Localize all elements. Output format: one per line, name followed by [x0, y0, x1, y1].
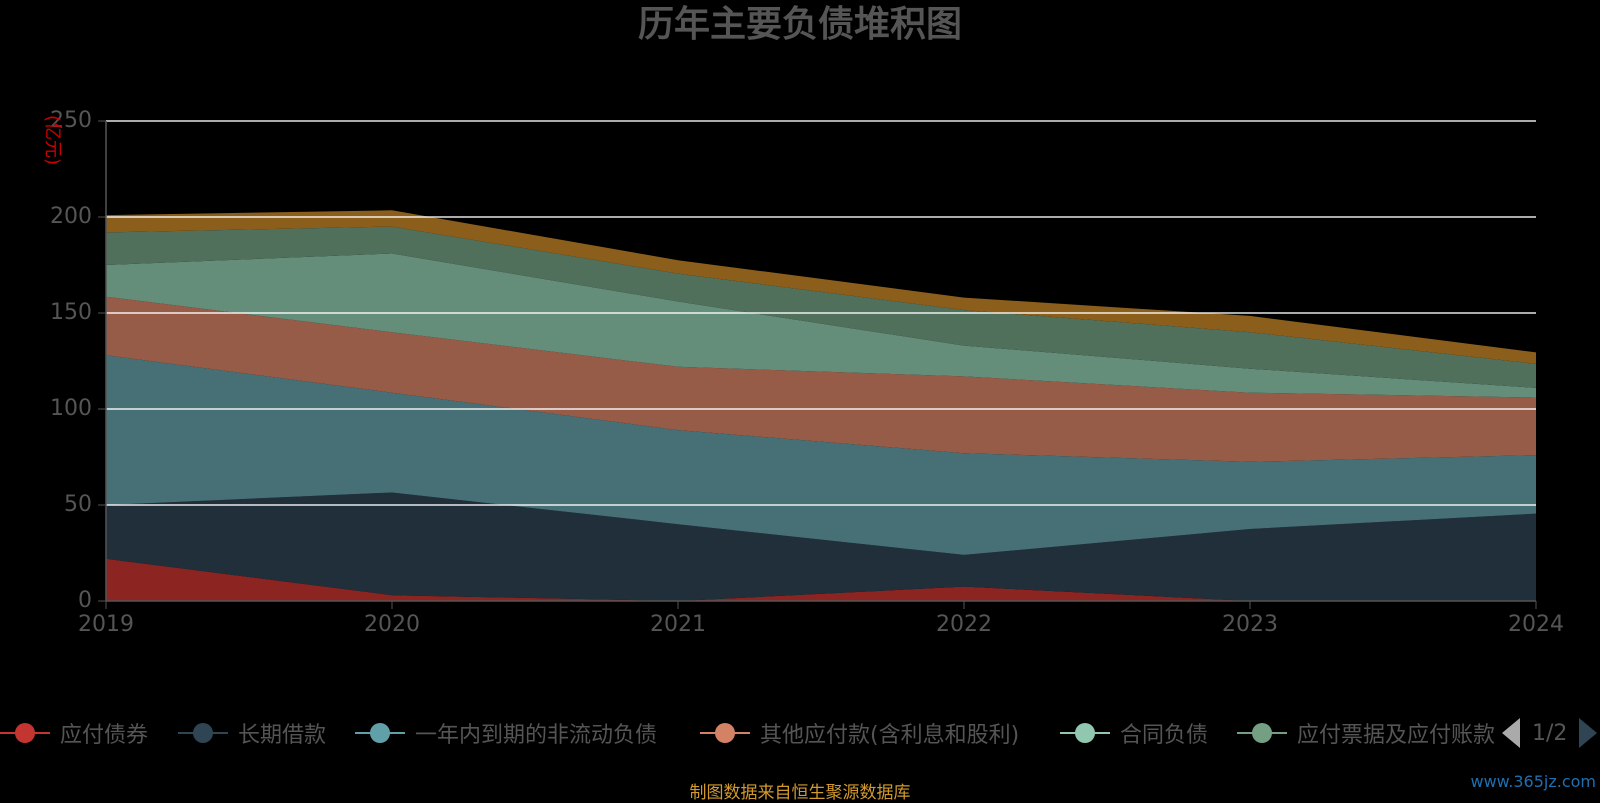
- chart-title: 历年主要负债堆积图: [637, 4, 962, 45]
- y-tick-label: 100: [50, 396, 92, 421]
- axis-layer: 0 50 100 150 200 250 2019 2020 2021 2022 2023 2024: [50, 108, 1564, 637]
- x-tick-label: 2020: [364, 612, 420, 637]
- y-tick-label: 50: [64, 492, 92, 517]
- legend-next-page-button[interactable]: [1579, 718, 1598, 748]
- area-series-3: [106, 296, 1536, 462]
- x-tick-label: 2022: [936, 612, 992, 637]
- y-tick-label: 250: [50, 108, 92, 133]
- x-tick-label: 2024: [1508, 612, 1564, 637]
- legend-marker-icon: [178, 713, 228, 753]
- legend-label: 一年内到期的非流动负债: [415, 723, 658, 748]
- legend-label: 合同负债: [1120, 723, 1209, 748]
- legend-item[interactable]: 应付票据及应付账款: [1237, 713, 1495, 753]
- legend-marker-icon: [355, 713, 405, 753]
- areas-layer: [106, 210, 1536, 601]
- legend-item[interactable]: 一年内到期的非流动负债: [355, 713, 657, 753]
- legend-pager: 1/2: [1502, 713, 1600, 753]
- legend-item[interactable]: 合同负债: [1060, 713, 1208, 753]
- x-tick-label: 2023: [1222, 612, 1278, 637]
- legend-label: 应付票据及应付账款: [1297, 723, 1496, 748]
- legend-prev-page-button[interactable]: [1502, 718, 1520, 748]
- source-note: 制图数据来自恒生聚源数据库: [689, 783, 911, 803]
- legend-item[interactable]: 应付债券: [0, 713, 148, 753]
- y-tick-label: 0: [78, 588, 92, 613]
- area-series-4: [106, 253, 1536, 398]
- legend-label: 长期借款: [238, 723, 327, 748]
- legend-marker-icon: [700, 713, 750, 753]
- watermark: www.365jz.com: [1470, 772, 1596, 791]
- legend-label: 应付债券: [60, 723, 149, 748]
- area-series-5: [106, 226, 1536, 388]
- legend-item[interactable]: 长期借款: [178, 713, 326, 753]
- legend-marker-icon: [1060, 713, 1110, 753]
- area-series-6: [106, 210, 1536, 364]
- legend-marker-icon: [1237, 713, 1287, 753]
- x-tick-label: 2019: [78, 612, 134, 637]
- area-series-1: [106, 492, 1536, 601]
- legend-page-indicator: 1/2: [1532, 720, 1568, 746]
- grid-layer: [106, 120, 1536, 506]
- legend-item[interactable]: 其他应付款(含利息和股利): [700, 713, 1019, 753]
- legend-marker-icon: [0, 713, 50, 753]
- area-series-0: [106, 558, 1536, 601]
- y-tick-label: 150: [50, 300, 92, 325]
- y-tick-label: 200: [50, 204, 92, 229]
- x-tick-label: 2021: [650, 612, 706, 637]
- y-unit-label: (亿元): [42, 115, 63, 165]
- legend-label: 其他应付款(含利息和股利): [760, 723, 1020, 748]
- legend: 应付债券 长期借款 一年内到期的非流动负债 其他应付款(含利息和股利) 合同负债 应付票据…: [0, 713, 1500, 753]
